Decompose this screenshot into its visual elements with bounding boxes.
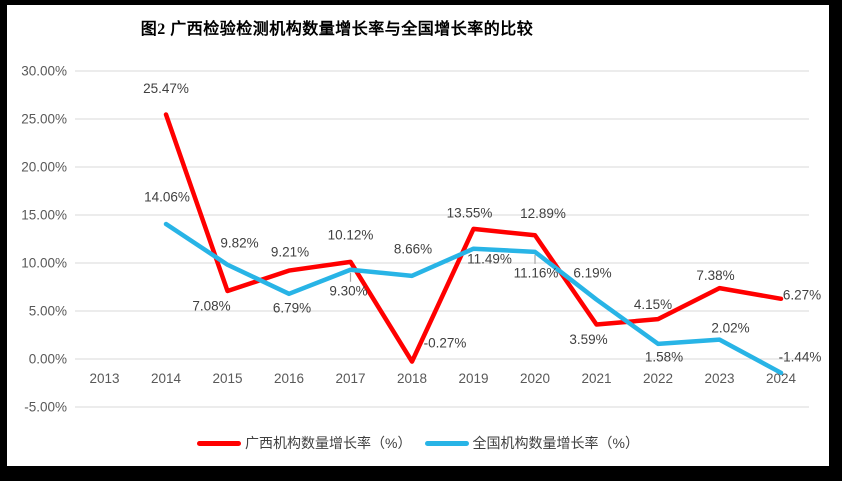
data-label-national: -1.44% (779, 350, 822, 365)
data-label-national: 9.30% (329, 283, 367, 298)
data-label-guangxi: 4.15% (634, 297, 672, 312)
series-line-guangxi (163, 112, 784, 364)
legend-label-national: 全国机构数量增长率（%） (472, 435, 639, 451)
legend-swatch-guangxi-line (197, 440, 242, 446)
x-tick-label: 2019 (458, 371, 488, 386)
legend-swatch-national-line (424, 440, 469, 446)
y-tick-label: 5.00% (29, 304, 67, 319)
y-tick-label: 20.00% (21, 160, 67, 175)
y-tick-label: 0.00% (29, 352, 67, 367)
y-tick-label: -5.00% (24, 400, 67, 415)
line-chart-plot-area: 30.00% 25.00% 20.00% 15.00% 10.00% 5.00% 0.00%… (21, 64, 822, 415)
legend-item-national: 全国机构数量增长率（%） (424, 433, 639, 453)
x-tick-label: 2022 (643, 371, 673, 386)
data-label-guangxi: 25.47% (143, 81, 189, 96)
y-tick-label: 25.00% (21, 112, 67, 127)
legend-label-guangxi: 广西机构数量增长率（%） (245, 435, 412, 451)
data-label-guangxi: 10.12% (328, 228, 374, 243)
legend-item-guangxi: 广西机构数量增长率（%） (197, 433, 412, 453)
y-tick-label: 10.00% (21, 256, 67, 271)
series-line-national (163, 221, 784, 376)
x-tick-label: 2020 (520, 371, 550, 386)
data-label-national: 11.16% (514, 266, 559, 281)
data-label-guangxi: 13.55% (447, 206, 493, 221)
data-label-national: 11.49% (467, 251, 512, 266)
y-tick-label: 30.00% (21, 64, 67, 79)
chart-canvas: 图2 广西检验检测机构数量增长率与全国增长率的比较 30.00% 25.00% 20… (7, 5, 829, 466)
x-tick-label: 2014 (151, 371, 182, 386)
data-label-guangxi: -0.27% (424, 335, 467, 350)
chart-title: 图2 广西检验检测机构数量增长率与全国增长率的比较 (140, 21, 534, 38)
data-label-national: 1.58% (645, 350, 683, 365)
x-tick-label: 2016 (274, 371, 304, 386)
y-tick-label: 15.00% (21, 208, 67, 223)
data-label-guangxi: 9.21% (271, 244, 309, 259)
data-label-national: 14.06% (144, 190, 190, 205)
x-tick-label: 2021 (581, 371, 611, 386)
data-label-national: 8.66% (394, 242, 432, 257)
data-label-guangxi: 7.38% (696, 268, 734, 283)
data-label-guangxi: 7.08% (192, 299, 230, 314)
data-label-guangxi: 12.89% (520, 206, 566, 221)
legend: 广西机构数量增长率（%） 全国机构数量增长率（%） (7, 433, 829, 453)
x-tick-label: 2013 (89, 371, 119, 386)
data-label-national: 6.79% (273, 301, 311, 316)
x-tick-label: 2023 (704, 371, 734, 386)
x-tick-label: 2015 (212, 371, 242, 386)
data-label-national: 6.19% (573, 265, 611, 280)
data-label-guangxi: 6.27% (783, 288, 821, 303)
x-tick-label: 2018 (397, 371, 427, 386)
x-tick-label: 2024 (766, 371, 797, 386)
data-label-national: 9.82% (220, 235, 258, 250)
data-label-guangxi: 3.59% (569, 332, 607, 347)
data-label-national: 2.02% (711, 320, 749, 335)
x-tick-label: 2017 (335, 371, 365, 386)
